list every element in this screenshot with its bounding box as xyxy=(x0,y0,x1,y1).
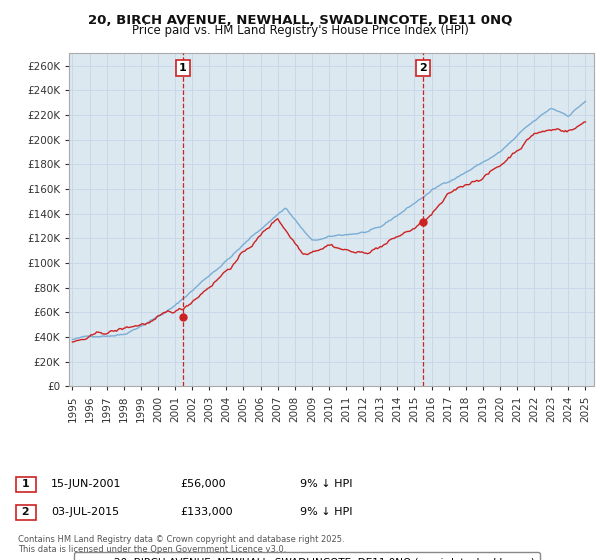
Text: £133,000: £133,000 xyxy=(180,507,233,517)
Text: 2: 2 xyxy=(18,507,34,517)
Text: Contains HM Land Registry data © Crown copyright and database right 2025.
This d: Contains HM Land Registry data © Crown c… xyxy=(18,535,344,554)
Text: 15-JUN-2001: 15-JUN-2001 xyxy=(51,479,121,489)
Text: £56,000: £56,000 xyxy=(180,479,226,489)
Text: 2: 2 xyxy=(419,63,427,73)
Text: 1: 1 xyxy=(179,63,187,73)
Text: 03-JUL-2015: 03-JUL-2015 xyxy=(51,507,119,517)
Text: Price paid vs. HM Land Registry's House Price Index (HPI): Price paid vs. HM Land Registry's House … xyxy=(131,24,469,37)
Text: 1: 1 xyxy=(18,479,34,489)
Legend: 20, BIRCH AVENUE, NEWHALL, SWADLINCOTE, DE11 0NQ (semi-detached house), HPI: Ave: 20, BIRCH AVENUE, NEWHALL, SWADLINCOTE, … xyxy=(74,552,540,560)
Text: 9% ↓ HPI: 9% ↓ HPI xyxy=(300,507,353,517)
Text: 9% ↓ HPI: 9% ↓ HPI xyxy=(300,479,353,489)
Text: 20, BIRCH AVENUE, NEWHALL, SWADLINCOTE, DE11 0NQ: 20, BIRCH AVENUE, NEWHALL, SWADLINCOTE, … xyxy=(88,14,512,27)
